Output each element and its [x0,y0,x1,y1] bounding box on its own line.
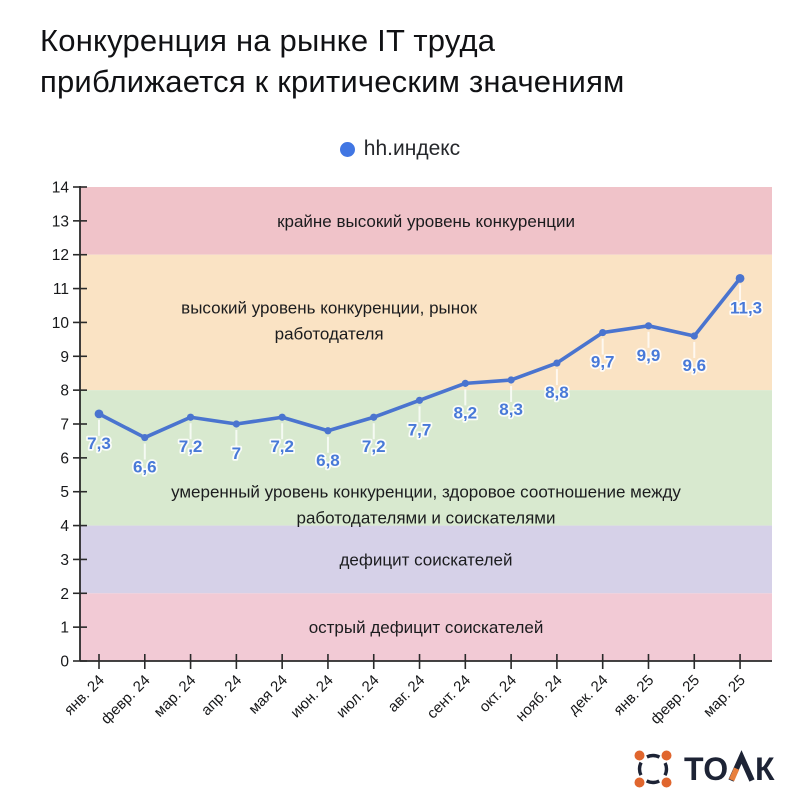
y-axis-tick-label: 13 [52,213,69,230]
chart-point [553,359,561,367]
point-value-label: 7 [232,444,241,463]
page-title-line1: Конкуренция на рынке IT труда [40,23,496,58]
y-axis-tick-label: 14 [52,180,70,197]
y-axis-tick-label: 8 [60,383,69,400]
point-value-label: 8,2 [453,403,477,422]
point-value-label: 9,7 [591,353,615,372]
chart-point [94,409,104,419]
chart-point [186,413,195,421]
chart-point [644,322,653,330]
chart-point [324,427,332,435]
page-title: Конкуренция на рынке IT труда приближает… [40,20,760,102]
band-label: дефицит соискателей [340,550,513,569]
x-axis-tick-label: нояб. 24 [512,672,565,725]
chart-point [599,328,607,337]
point-value-label: 6,6 [133,458,157,477]
point-value-label: 7,2 [179,437,203,456]
logo-letter-lambda-accent [729,767,740,782]
chart-point [690,332,698,340]
page-title-line2: приближается к критическим значениям [40,64,625,99]
band-label: работодателями и соискателями [297,509,556,528]
chart-point [232,420,240,428]
x-axis-tick-label: сент. 24 [424,672,474,722]
point-value-label: 7,3 [87,434,111,453]
y-axis-tick-label: 12 [52,247,69,264]
band-zone-12-14 [80,187,772,255]
logo-letters-to: ТО [684,751,729,787]
chart-point [415,396,424,404]
x-axis-tick-label: дек. 24 [565,672,611,718]
point-value-label: 8,8 [545,383,569,402]
band-label: высокий уровень конкуренции, рынок [181,299,477,318]
chart-point [370,413,378,421]
x-axis-tick-label: авг. 24 [385,672,429,716]
chart-point [278,413,286,421]
y-axis-tick-label: 3 [60,552,69,569]
x-axis-tick-label: мая 24 [245,672,291,718]
x-axis-tick-label: апр. 24 [198,672,245,719]
x-axis-tick-label: февр. 24 [98,672,154,728]
legend-series-dot-icon [339,141,355,157]
y-axis-tick-label: 10 [52,315,70,332]
point-value-label: 7,7 [408,420,432,439]
x-axis-tick-label: февр. 25 [647,672,703,728]
y-axis-tick-label: 7 [60,417,69,434]
y-axis-tick-label: 4 [60,518,69,535]
x-axis-tick-label: мар. 24 [151,672,200,721]
y-axis-tick-label: 6 [60,450,69,467]
point-value-label: 9,6 [682,356,706,375]
point-value-label: 7,2 [270,437,294,456]
logo-letter-k: К [755,751,775,787]
band-zone-0-2 [80,593,772,661]
point-value-label: 7,2 [362,437,386,456]
x-axis-tick-label: июл. 24 [333,672,383,722]
band-label: крайне высокий уровень конкуренции [277,212,575,231]
y-axis-tick-label: 0 [60,654,69,671]
point-value-label: 8,3 [499,400,523,419]
chart-point [507,376,515,384]
band-zone-8-12 [80,254,772,391]
chart-legend: hh.индекс [0,137,800,161]
band-zone-2-4 [80,525,772,594]
band-label: острый дефицит соискателей [309,618,544,637]
chart-point [461,379,469,387]
band-zone-4-8 [80,390,772,526]
x-axis-tick-label: мар. 25 [700,672,749,721]
x-axis-tick-label: окт. 24 [476,672,520,716]
tolk-logo: ТО К [630,746,778,792]
band-label: умеренный уровень конкуренции, здоровое … [171,483,681,502]
y-axis-tick-label: 2 [60,586,69,603]
tolk-logo-mark-icon [634,750,672,788]
point-value-label: 9,9 [637,346,661,365]
chart-point [141,433,149,442]
x-axis-tick-label: июн. 24 [287,672,336,721]
y-axis-tick-label: 11 [53,281,69,298]
point-value-label: 6,8 [316,451,340,470]
chart-point [735,274,745,283]
y-axis-tick-label: 5 [60,484,69,501]
y-axis-tick-label: 9 [60,349,69,366]
y-axis-tick-label: 1 [60,620,69,637]
tolk-logo-wordmark: ТО К [684,750,775,787]
legend-series-label: hh.индекс [363,137,461,160]
point-value-label: 11,3 [730,298,762,317]
band-label: работодателя [275,325,384,344]
